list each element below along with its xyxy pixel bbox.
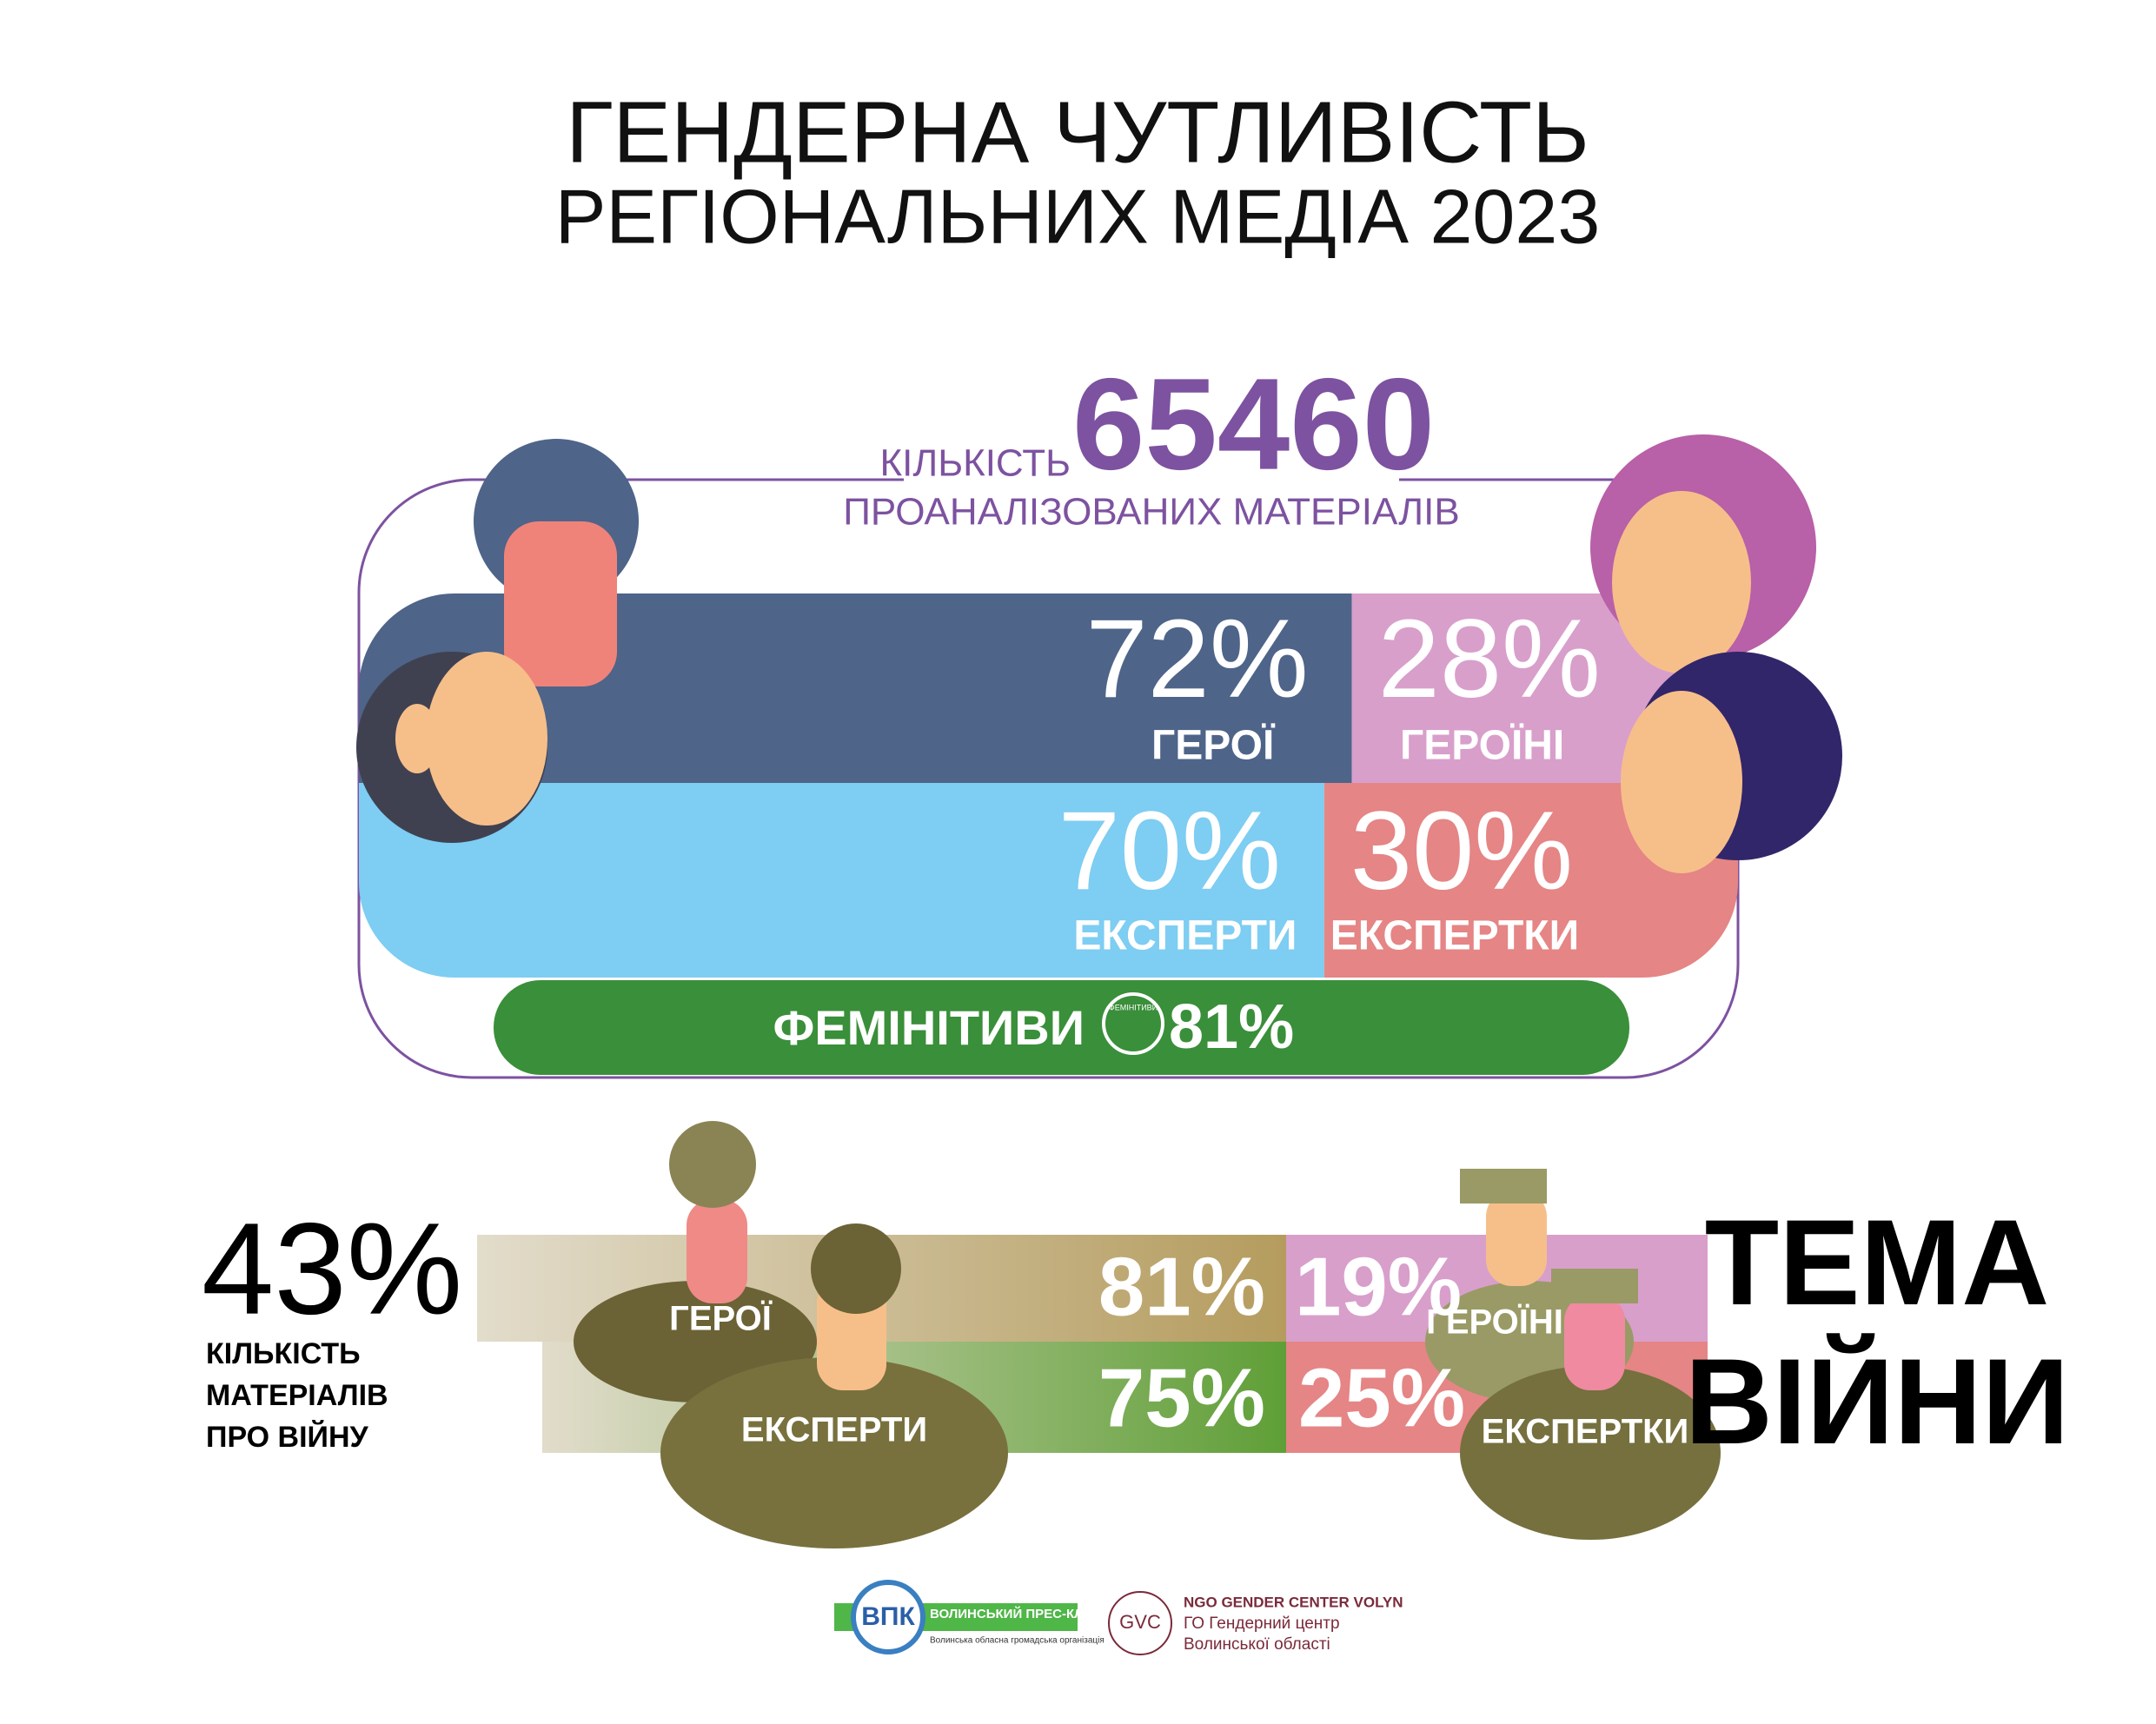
value: 81% xyxy=(1098,1240,1265,1333)
label: ЕКСПЕРТИ xyxy=(741,1411,927,1449)
value: 75% xyxy=(1098,1351,1265,1444)
label: ЕКСПЕРТКИ xyxy=(1330,913,1579,959)
logo-name: ВОЛИНСЬКИЙ ПРЕС-КЛУБ xyxy=(930,1606,1101,1621)
value: 25% xyxy=(1298,1351,1465,1444)
frame-gap xyxy=(904,434,1399,539)
logo-name: Волинської області xyxy=(1184,1635,1330,1654)
title: РЕГІОНАЛЬНИХ МЕДІА 2023 xyxy=(555,173,1601,259)
war-share-label: ПРО ВІЙНУ xyxy=(206,1420,369,1454)
value: 72% xyxy=(1085,597,1308,721)
value: 19% xyxy=(1295,1240,1462,1333)
feminitives-bar xyxy=(494,980,1629,1075)
war-title: ТЕМА xyxy=(1705,1194,2050,1330)
logo-name: NGO GENDER CENTER VOLYN xyxy=(1184,1594,1403,1610)
title: ГЕНДЕРНА ЧУТЛИВІСТЬ xyxy=(566,83,1589,181)
feminitives-value: 81% xyxy=(1169,992,1294,1062)
illustration xyxy=(356,434,1842,873)
value: 30% xyxy=(1350,789,1573,913)
total-label: ПРОАНАЛІЗОВАНИХ МАТЕРІАЛІВ xyxy=(843,491,1459,534)
label: ГЕРОЇ xyxy=(1151,723,1276,769)
logo-abbr: GVC xyxy=(1119,1611,1161,1633)
total-value: 65460 xyxy=(1072,351,1435,497)
value: 70% xyxy=(1058,789,1281,913)
war-share-label: МАТЕРІАЛІВ xyxy=(206,1379,388,1412)
war-share-label: КІЛЬКІСТЬ xyxy=(206,1337,361,1370)
value: 28% xyxy=(1378,597,1601,721)
icon-text: ФЕМІНІТИВИ xyxy=(1109,1003,1158,1011)
label: ГЕРОЇНІ xyxy=(1400,723,1564,769)
feminitives-label: ФЕМІНІТИВИ xyxy=(773,1000,1085,1055)
label: ЕКСПЕРТКИ xyxy=(1482,1413,1689,1451)
label: ГЕРОЇ xyxy=(669,1300,773,1338)
label: ГЕРОЇНІ xyxy=(1426,1303,1563,1342)
logo-abbr: ВПК xyxy=(861,1602,915,1631)
war-share: 43% xyxy=(202,1196,462,1342)
label: ЕКСПЕРТИ xyxy=(1073,913,1297,959)
illustration xyxy=(574,1121,1721,1548)
war-title: ВІЙНИ xyxy=(1685,1333,2069,1469)
total-label: КІЛЬКІСТЬ xyxy=(879,442,1071,485)
logo xyxy=(1108,1591,1172,1655)
logo-name: ГО Гендерний центр xyxy=(1184,1615,1340,1633)
icon xyxy=(1102,992,1164,1055)
logo xyxy=(851,1580,925,1654)
bar-men xyxy=(359,783,1324,978)
logo-subtitle: Волинська обласна громадська організація xyxy=(930,1635,1105,1646)
